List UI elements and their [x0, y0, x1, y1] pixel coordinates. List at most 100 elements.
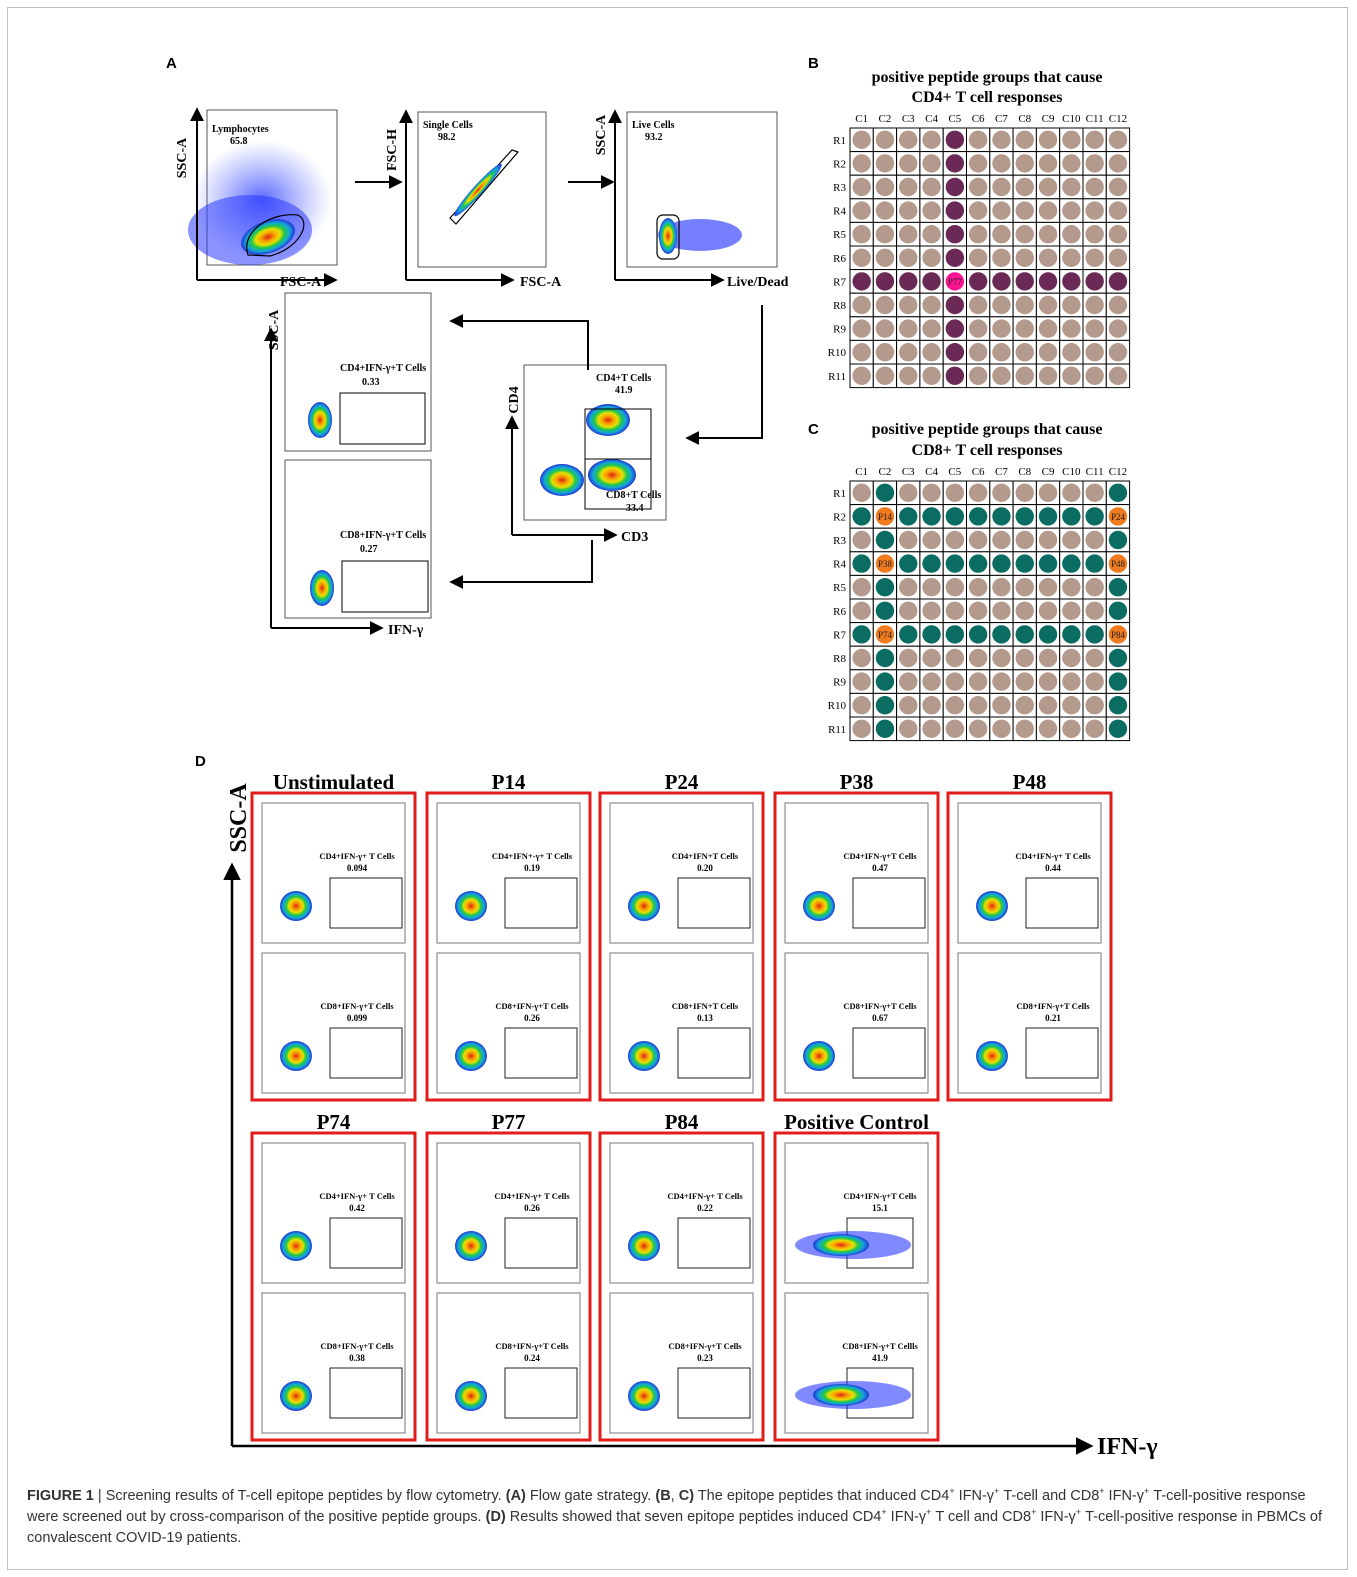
grid-row-label: R4	[833, 206, 846, 218]
peptide-well	[968, 272, 988, 291]
peptide-well	[992, 225, 1011, 244]
cd4-value: 0.22	[697, 1203, 713, 1213]
svg-text:CD3: CD3	[621, 530, 648, 545]
peptide-well	[1015, 343, 1034, 362]
cd4-value: 0.42	[349, 1203, 365, 1213]
peptide-well	[852, 295, 871, 315]
peptide-well	[1085, 319, 1104, 338]
cd4-gate-label: CD4+IFN+T Cells	[672, 851, 739, 861]
grid-col-label: C10	[1062, 466, 1081, 478]
peptide-well	[922, 319, 941, 338]
gate-box	[504, 877, 578, 929]
peptide-well	[1062, 272, 1081, 291]
grid-col-label: C2	[879, 113, 892, 125]
group-p24: P24 CD4+IFN+T Cells 0.20 CD8+IFN+T Cells 0.1…	[598, 770, 765, 1102]
peptide-well	[992, 295, 1011, 315]
gate-box	[329, 1027, 403, 1079]
peptide-well	[875, 696, 895, 715]
cd8-gate-label: CD8+IFN-γ+T Cellls	[842, 1341, 918, 1351]
peptide-well	[875, 201, 895, 220]
peptide-well	[1015, 696, 1034, 715]
peptide-well	[1062, 177, 1081, 197]
group-frame	[425, 791, 592, 1102]
gate-box	[852, 877, 926, 929]
peptide-well	[922, 507, 941, 526]
peptide-well	[852, 154, 871, 173]
peptide-well	[968, 530, 988, 550]
peptide-well	[1038, 366, 1058, 385]
group-p74: P74 CD4+IFN-γ+ T Cells 0.42 CD8+IFN-γ+T Cel…	[250, 1110, 417, 1442]
peptide-well	[899, 295, 918, 315]
peptide-well	[1108, 578, 1128, 597]
peptide-well	[852, 530, 871, 550]
svg-text:CD4: CD4	[507, 386, 522, 413]
peptide-well	[945, 295, 965, 315]
peptide-well	[1108, 295, 1128, 315]
svg-text:FSC-A: FSC-A	[520, 275, 562, 290]
peptide-well	[945, 248, 965, 267]
plot-ifn-gamma: CD4+IFN-γ+T Cells 0.33 CD8+IFN-γ+T Cells…	[284, 292, 432, 619]
cell-population	[628, 1231, 660, 1261]
peptide-well	[945, 177, 965, 197]
grid-col-label: C3	[902, 113, 915, 125]
flow-plot	[957, 802, 1102, 944]
grid-col-label: C9	[1042, 113, 1055, 125]
positive-peptide-well	[945, 272, 965, 291]
group-p38: P38 CD4+IFN-γ+T Cells 0.47 CD8+IFN-γ+T Cell…	[773, 770, 940, 1102]
grid-row-label: R3	[833, 182, 846, 194]
cd8-value: 0.099	[347, 1013, 368, 1023]
peptide-well	[945, 201, 965, 220]
peptide-well	[968, 366, 988, 385]
peptide-well	[968, 225, 988, 244]
svg-text:Live Cells: Live Cells	[632, 120, 675, 131]
peptide-well	[1038, 530, 1058, 550]
peptide-well	[968, 672, 988, 691]
peptide-well	[1015, 366, 1034, 385]
group-title: Positive Control	[784, 1110, 929, 1134]
peptide-well	[1038, 177, 1058, 197]
peptide-well	[899, 154, 918, 173]
cd8-gate-label: CD8+IFN+T Cells	[672, 1001, 739, 1011]
svg-text:SSC-A: SSC-A	[594, 114, 609, 155]
peptide-well	[1062, 578, 1081, 597]
grid-col-label: C2	[879, 466, 892, 478]
peptide-well	[899, 530, 918, 550]
peptide-well	[852, 201, 871, 220]
group-title: P14	[492, 770, 526, 794]
peptide-well	[1108, 530, 1128, 550]
peptide-well	[922, 578, 941, 597]
peptide-well	[945, 319, 965, 338]
grid-col-label: C4	[925, 113, 938, 125]
peptide-well	[1015, 154, 1034, 173]
cd4-gate-label: CD4+IFN-γ+ T Cells	[1015, 851, 1091, 861]
peptide-well	[1015, 648, 1034, 668]
peptide-well	[1015, 319, 1034, 338]
peptide-well	[899, 601, 918, 620]
peptide-well	[1062, 696, 1081, 715]
peptide-well	[875, 578, 895, 597]
peptide-label: P14	[878, 512, 893, 522]
peptide-well	[899, 130, 918, 149]
peptide-well	[1062, 648, 1081, 668]
peptide-well	[1108, 130, 1128, 149]
peptide-well	[852, 625, 871, 644]
peptide-well	[922, 343, 941, 362]
grid-row-label: R11	[828, 371, 846, 383]
panel-b-letter: B	[808, 55, 819, 72]
grid-row-label: R8	[833, 653, 846, 665]
cell-population	[803, 1041, 835, 1071]
peptide-well	[968, 696, 988, 715]
peptide-well	[1085, 530, 1104, 550]
peptide-well	[1108, 319, 1128, 338]
group-positive-control: Positive Control CD4+IFN-γ+T Cells 15.1 CD8…	[773, 1110, 940, 1442]
peptide-well	[945, 648, 965, 668]
positive-peptide-well	[875, 625, 895, 644]
cd4-value: 0.44	[1045, 863, 1061, 873]
grid-col-label: C4	[925, 466, 938, 478]
peptide-label: P24	[1111, 512, 1126, 522]
peptide-well	[1108, 272, 1128, 291]
peptide-well	[945, 507, 965, 526]
peptide-well	[852, 696, 871, 715]
peptide-well	[968, 248, 988, 267]
peptide-well	[945, 625, 965, 644]
